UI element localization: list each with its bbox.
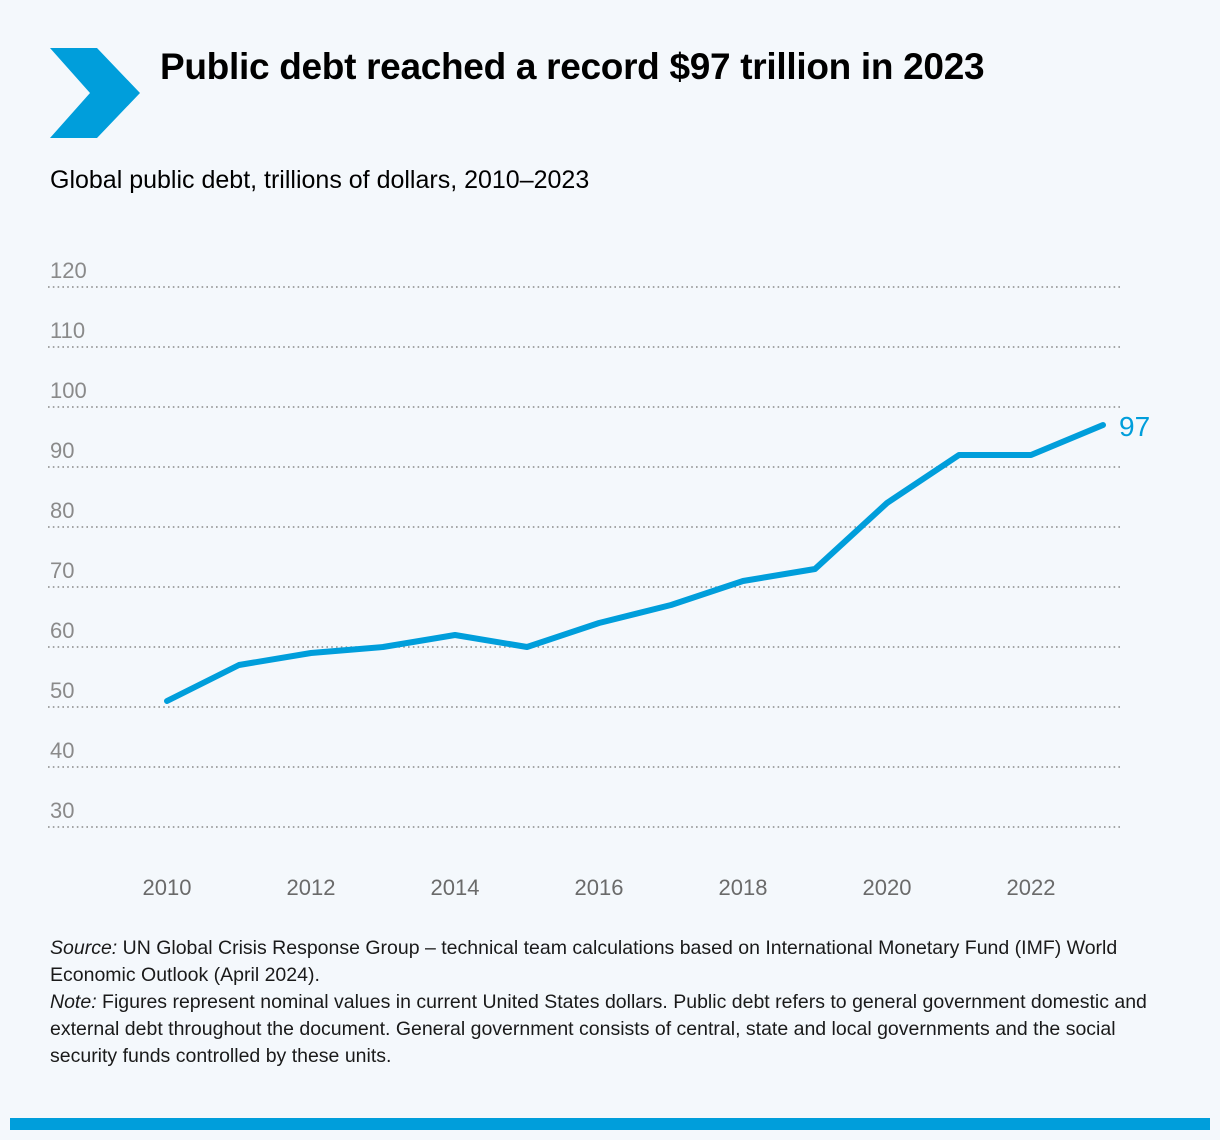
y-tick-label: 60	[50, 618, 74, 643]
y-tick-label: 40	[50, 738, 74, 763]
source-label: Source:	[50, 937, 118, 959]
y-tick-label: 50	[50, 678, 74, 703]
y-tick-label: 110	[50, 318, 85, 343]
y-tick-label: 90	[50, 438, 74, 463]
x-tick-label: 2018	[719, 875, 768, 900]
note-label: Note:	[50, 991, 97, 1013]
chevron-right-icon	[50, 48, 140, 138]
x-tick-label: 2016	[575, 875, 624, 900]
chart-subtitle: Global public debt, trillions of dollars…	[50, 166, 590, 194]
end-value-label: 97	[1119, 411, 1150, 442]
y-tick-label: 120	[50, 258, 87, 283]
x-tick-label: 2020	[863, 875, 912, 900]
y-tick-label: 30	[50, 798, 74, 823]
x-tick-label: 2010	[143, 875, 192, 900]
line-chart: 30 40 50 60 70 80 90 100 110 120 2010 2012 2014 2016 2…	[48, 258, 1150, 900]
footnote: Note: Figures represent nominal values i…	[50, 989, 1170, 1070]
x-tick-label: 2012	[287, 875, 336, 900]
accent-bar	[10, 1118, 1210, 1130]
y-tick-label: 80	[50, 498, 74, 523]
y-tick-label: 70	[50, 558, 74, 583]
x-tick-label: 2014	[431, 875, 480, 900]
source-text: UN Global Crisis Response Group – techni…	[50, 937, 1118, 986]
chart-notes: Source: UN Global Crisis Response Group …	[50, 935, 1170, 1070]
y-tick-label: 100	[50, 378, 87, 403]
note-text: Figures represent nominal values in curr…	[50, 991, 1147, 1067]
chart-title: Public debt reached a record $97 trillio…	[160, 46, 985, 87]
x-tick-label: 2022	[1007, 875, 1056, 900]
source-note: Source: UN Global Crisis Response Group …	[50, 935, 1170, 989]
series-line	[164, 422, 1106, 704]
